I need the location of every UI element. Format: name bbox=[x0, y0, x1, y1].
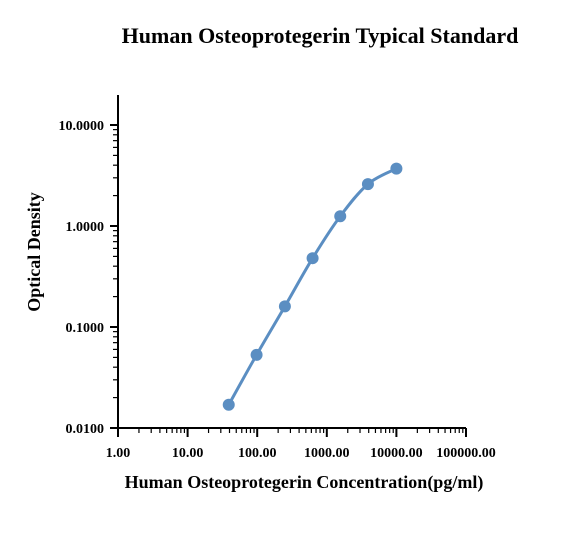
y-tick-label: 10.0000 bbox=[59, 119, 105, 134]
data-point bbox=[390, 162, 403, 175]
data-point bbox=[361, 178, 374, 191]
x-tick-label: 1000.00 bbox=[304, 446, 350, 461]
data-point bbox=[222, 398, 235, 411]
y-axis-title: Optical Density bbox=[24, 192, 44, 312]
y-tick-label: 1.0000 bbox=[66, 220, 105, 235]
x-tick-label: 100.00 bbox=[238, 446, 277, 461]
y-ticks: 0.0100 0.1000 1.0000 10.0000 bbox=[59, 119, 118, 437]
y-tick-label: 0.0100 bbox=[66, 422, 105, 437]
chart-title: Human Osteoprotegerin Typical Standard bbox=[122, 23, 519, 48]
x-tick-label: 1.00 bbox=[106, 446, 131, 461]
y-tick-label: 0.1000 bbox=[66, 321, 105, 336]
data-point bbox=[334, 210, 347, 223]
series-points bbox=[222, 162, 403, 411]
data-point bbox=[250, 348, 263, 361]
data-point bbox=[306, 252, 319, 265]
x-ticks: 1.00 10.00 100.00 1000.00 10000.00 100000.00 bbox=[106, 428, 496, 461]
x-tick-label: 100000.00 bbox=[436, 446, 496, 461]
x-tick-label: 10.00 bbox=[172, 446, 204, 461]
series-line bbox=[227, 167, 398, 407]
x-tick-label: 10000.00 bbox=[370, 446, 423, 461]
data-point bbox=[278, 300, 291, 313]
x-axis-title: Human Osteoprotegerin Concentration(pg/m… bbox=[125, 472, 484, 493]
